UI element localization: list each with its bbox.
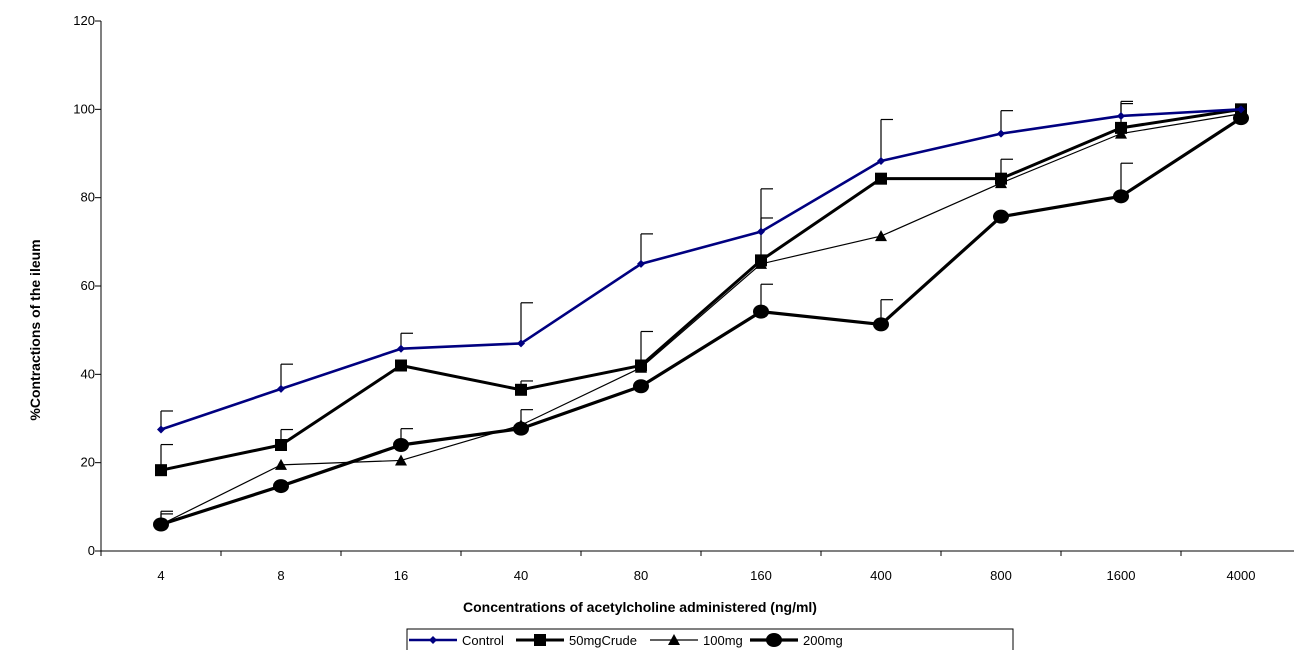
- series-100mg: [155, 107, 1247, 530]
- legend-item: 100mg: [650, 633, 743, 648]
- x-tick-label: 80: [634, 568, 648, 583]
- triangle-marker: [668, 634, 680, 645]
- square-marker: [1115, 121, 1127, 134]
- y-axis-title: %Contractions of the ileum: [27, 239, 43, 420]
- series-control: [157, 105, 1245, 434]
- x-tick-label: 4000: [1227, 568, 1256, 583]
- triangle-marker: [155, 518, 167, 530]
- circle-marker: [766, 633, 782, 647]
- error-bars: [160, 100, 1133, 525]
- triangle-marker: [395, 454, 407, 466]
- square-marker: [995, 172, 1007, 185]
- legend-item: 50mgCrude: [516, 633, 637, 648]
- square-marker: [635, 359, 647, 372]
- chart-axes: [95, 20, 1294, 556]
- diamond-marker: [637, 259, 645, 268]
- x-tick-label: 40: [514, 568, 528, 583]
- circle-marker: [753, 304, 769, 319]
- legend-label: Control: [462, 633, 504, 648]
- series-line: [160, 108, 1242, 431]
- square-marker: [515, 383, 527, 396]
- circle-marker: [633, 379, 649, 394]
- circle-marker: [273, 479, 289, 494]
- x-tick-labels: 4 8 16 40 80 160 400 800 1600 4000: [157, 568, 1255, 583]
- triangle-marker: [275, 458, 287, 470]
- x-axis-title: Concentrations of acetylcholine administ…: [463, 599, 817, 615]
- diamond-marker: [277, 384, 285, 393]
- diamond-marker: [429, 636, 437, 644]
- square-marker: [755, 254, 767, 267]
- circle-marker: [873, 317, 889, 332]
- diamond-marker: [877, 157, 885, 166]
- x-tick-label: 800: [990, 568, 1012, 583]
- legend-item: 200mg: [750, 633, 843, 648]
- series-200mg: [153, 111, 1249, 532]
- y-tick-label: 0: [88, 543, 95, 558]
- legend-item: Control: [409, 633, 504, 648]
- diamond-marker: [1117, 111, 1125, 120]
- diamond-marker: [1237, 105, 1245, 114]
- y-tick-label: 120: [73, 13, 95, 28]
- diamond-marker: [757, 227, 765, 236]
- circle-marker: [993, 209, 1009, 224]
- x-tick-label: 400: [870, 568, 892, 583]
- diamond-marker: [997, 129, 1005, 138]
- triangle-marker: [875, 230, 887, 242]
- y-tick-label: 40: [81, 366, 95, 381]
- series-50mgcrude: [155, 103, 1247, 477]
- series-line: [160, 113, 1242, 526]
- x-tick-label: 16: [394, 568, 408, 583]
- y-tick-label: 60: [81, 278, 95, 293]
- diamond-marker: [157, 425, 165, 434]
- y-tick-labels: 0 20 40 60 80 100 120: [73, 13, 95, 558]
- data-series: [153, 103, 1249, 532]
- square-marker: [275, 439, 287, 451]
- circle-marker: [393, 438, 409, 452]
- y-tick-label: 100: [73, 101, 95, 116]
- square-marker: [875, 172, 887, 185]
- square-marker: [155, 464, 167, 477]
- legend-label: 100mg: [703, 633, 743, 648]
- x-tick-label: 1600: [1107, 568, 1136, 583]
- legend: Control 50mgCrude 100mg 200mg: [406, 628, 1014, 650]
- triangle-marker: [515, 419, 527, 431]
- y-tick-label: 20: [81, 455, 95, 470]
- x-tick-label: 8: [277, 568, 284, 583]
- y-tick-label: 80: [81, 190, 95, 205]
- legend-label: 200mg: [803, 633, 843, 648]
- diamond-marker: [517, 339, 525, 348]
- square-marker: [534, 634, 546, 646]
- series-line: [160, 116, 1242, 527]
- legend-box: [406, 628, 1014, 650]
- legend-label: 50mgCrude: [569, 633, 637, 648]
- series-line: [160, 107, 1242, 472]
- square-marker: [395, 359, 407, 372]
- x-tick-label: 160: [750, 568, 772, 583]
- circle-marker: [1113, 189, 1129, 204]
- x-tick-label: 4: [157, 568, 164, 583]
- diamond-marker: [397, 344, 405, 353]
